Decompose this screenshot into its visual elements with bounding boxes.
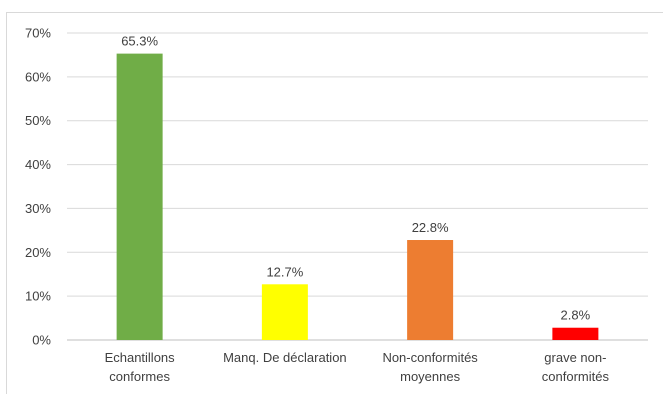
data-labels: 65.3% 12.7% 22.8% 2.8% (121, 34, 590, 323)
y-tick-label: 40% (25, 157, 51, 172)
category-label: Echantillons conformes (105, 350, 176, 384)
y-tick-label: 0% (32, 333, 51, 348)
bar (552, 327, 599, 340)
category-label: Non-conformités moyennes (382, 350, 478, 384)
bar (116, 53, 163, 341)
y-tick-label: 30% (25, 201, 51, 216)
y-axis-tick-labels: 0% 10% 20% 30% 40% 50% 60% 70% (25, 26, 51, 348)
bar (261, 284, 308, 340)
data-label: 2.8% (561, 308, 591, 323)
data-label: 22.8% (412, 220, 449, 235)
chart-frame-top (6, 12, 663, 13)
gridlines (67, 32, 648, 341)
y-tick-label: 50% (25, 113, 51, 128)
bars (116, 53, 599, 341)
category-label: grave non-conformités (542, 350, 610, 384)
chart-frame-left (6, 12, 7, 394)
y-tick-label: 10% (25, 289, 51, 304)
category-label: Manq. De déclaration (223, 350, 347, 365)
y-tick-label: 60% (25, 69, 51, 84)
bar (407, 240, 454, 340)
data-label: 65.3% (121, 34, 158, 49)
y-tick-label: 20% (25, 245, 51, 260)
y-tick-label: 70% (25, 26, 51, 41)
data-label: 12.7% (266, 264, 303, 279)
category-labels: Echantillons conformes Manq. De déclaratio… (105, 350, 610, 384)
